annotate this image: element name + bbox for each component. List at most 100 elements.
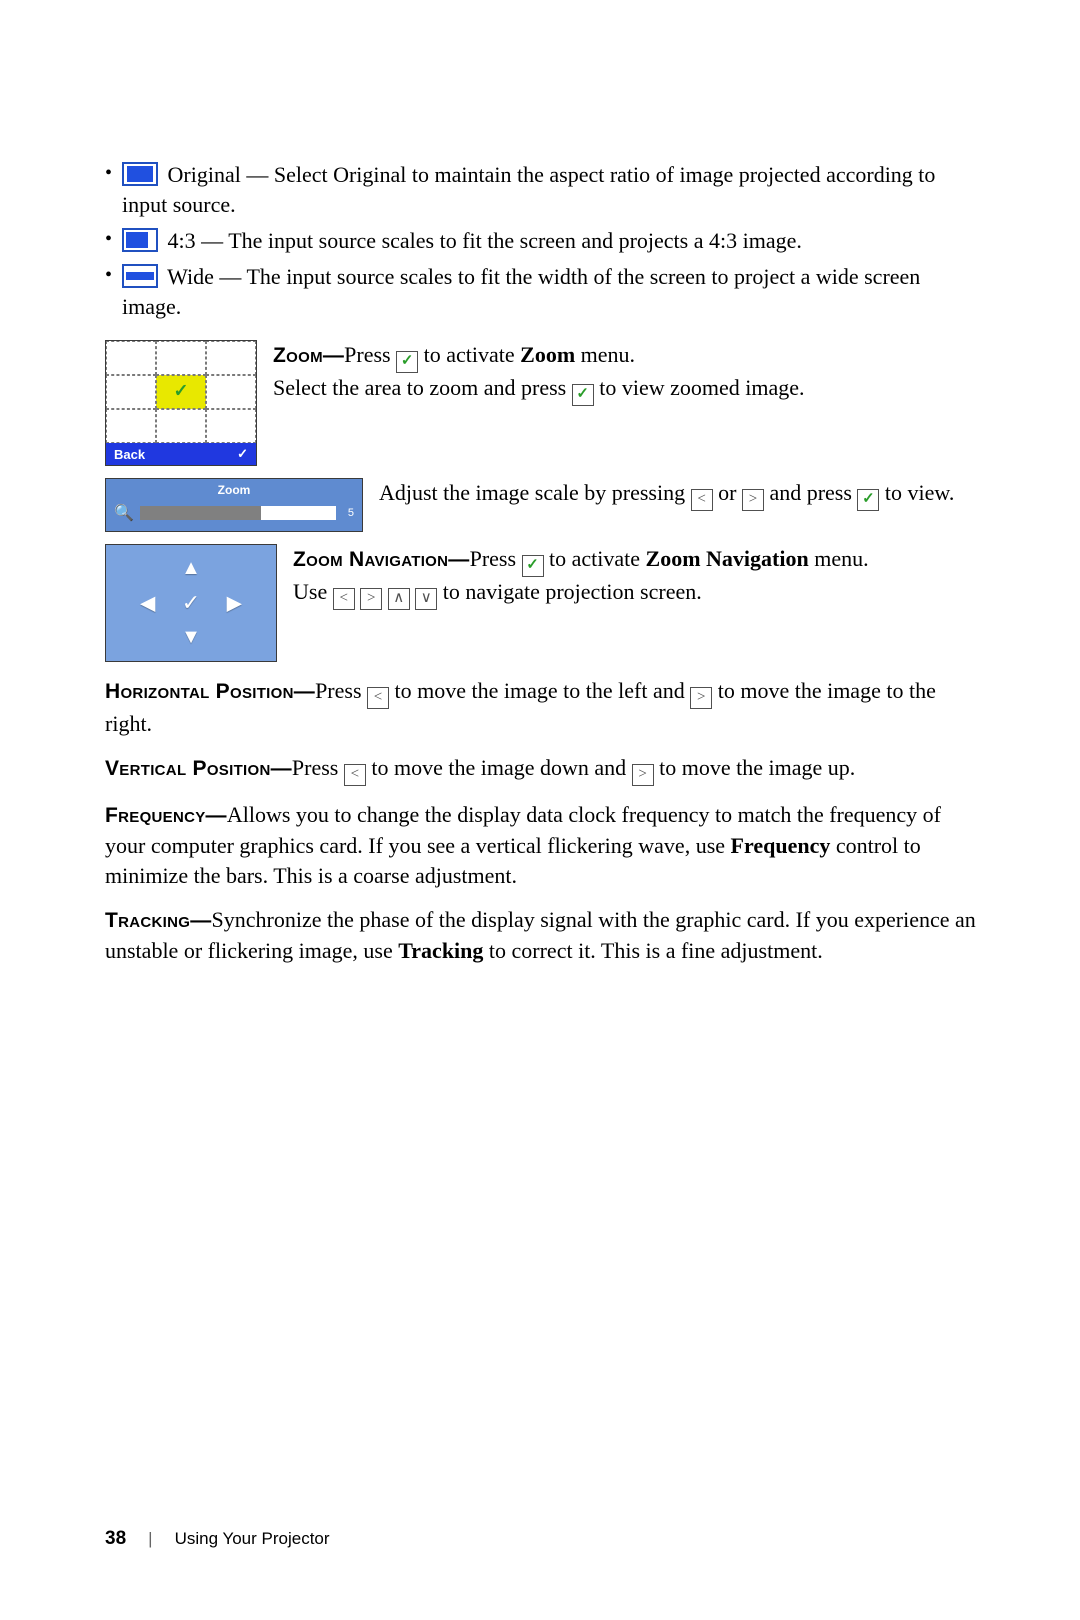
bullet-text: Original — Select Original to maintain t… (122, 162, 935, 217)
right-button-icon: > (742, 489, 764, 511)
t: to view zoomed image. (594, 375, 805, 400)
down-arrow-icon: ▼ (181, 626, 201, 649)
t: Press (315, 678, 367, 703)
left-button-icon: < (367, 687, 389, 709)
bullet-content: Wide — The input source scales to fit th… (122, 262, 980, 322)
right-button-icon: > (360, 588, 382, 610)
bullet-text: 4:3 — The input source scales to fit the… (168, 228, 802, 253)
t: menu. (809, 546, 869, 571)
zoom-section: Back ✓ Zoom—Press ✓ to activate Zoom men… (105, 340, 980, 466)
aspect-43-icon (122, 228, 158, 252)
t: to correct it. This is a fine adjustment… (483, 938, 822, 963)
t: to navigate projection screen. (437, 579, 702, 604)
zoom-grid-figure: Back ✓ (105, 340, 257, 466)
zoom-slider-fill (140, 506, 262, 520)
t: or (713, 480, 742, 505)
left-button-icon: < (344, 764, 366, 786)
zoom-nav-figure: ▲ ▼ ◀ ▶ ✓ (105, 544, 277, 662)
up-button-icon: ∧ (388, 588, 410, 610)
check-button-icon: ✓ (522, 555, 544, 577)
bullet-43: • 4:3 — The input source scales to fit t… (105, 226, 980, 256)
t: to move the image down and (366, 755, 632, 780)
t: to move the image up. (654, 755, 856, 780)
check-button-icon: ✓ (572, 384, 594, 406)
down-button-icon: ∨ (415, 588, 437, 610)
zoom-slider-value: 5 (342, 507, 354, 519)
grid-cell (156, 409, 206, 443)
check-icon: ✓ (237, 446, 248, 462)
hpos-heading: Horizontal Position— (105, 680, 315, 703)
grid-cell (206, 409, 256, 443)
check-button-icon: ✓ (857, 489, 879, 511)
t: Press (344, 342, 396, 367)
frequency-para: Frequency—Allows you to change the displ… (105, 800, 980, 891)
t: to activate (544, 546, 646, 571)
bullet-marker: • (105, 262, 112, 288)
right-button-icon: > (632, 764, 654, 786)
grid-cell (106, 341, 156, 375)
t: Tracking (398, 938, 483, 963)
zoom-nav-text: Zoom Navigation—Press ✓ to activate Zoom… (293, 544, 980, 610)
zoom-slider-section: Zoom 🔍 5 Adjust the image scale by press… (105, 478, 980, 532)
t: Use (293, 579, 333, 604)
zoom-heading: Zoom— (273, 344, 344, 367)
zoom-nav-section: ▲ ▼ ◀ ▶ ✓ Zoom Navigation—Press ✓ to act… (105, 544, 980, 662)
page-number: 38 (105, 1528, 126, 1550)
t: Adjust the image scale by pressing (379, 480, 691, 505)
zoom-grid (106, 341, 256, 443)
left-arrow-icon: ◀ (140, 591, 155, 616)
zoom-nav-heading: Zoom Navigation— (293, 548, 470, 571)
zoom-slider-row: 🔍 5 (106, 503, 362, 523)
aspect-original-icon (122, 162, 158, 186)
t: to view. (879, 480, 954, 505)
grid-cell (156, 341, 206, 375)
t: Zoom Navigation (646, 546, 809, 571)
left-button-icon: < (691, 489, 713, 511)
footer-title: Using Your Projector (175, 1529, 330, 1549)
t: to activate (418, 342, 520, 367)
t: and press (764, 480, 857, 505)
grid-cell (206, 375, 256, 409)
right-arrow-icon: ▶ (227, 591, 242, 616)
bullet-wide: • Wide — The input source scales to fit … (105, 262, 980, 322)
horizontal-position-para: Horizontal Position—Press < to move the … (105, 676, 980, 739)
t: menu. (575, 342, 635, 367)
aspect-wide-icon (122, 264, 158, 288)
bullet-content: 4:3 — The input source scales to fit the… (122, 226, 802, 256)
grid-cell-selected (156, 375, 206, 409)
t: Press (292, 755, 344, 780)
t: Select the area to zoom and press (273, 375, 572, 400)
aspect-bullet-list: • Original — Select Original to maintain… (105, 160, 980, 322)
left-button-icon: < (333, 588, 355, 610)
bullet-content: Original — Select Original to maintain t… (122, 160, 980, 220)
zoom-slider-title: Zoom (106, 483, 362, 497)
document-page: • Original — Select Original to maintain… (0, 0, 1080, 1620)
page-footer: 38 | Using Your Projector (105, 1528, 330, 1550)
bullet-marker: • (105, 226, 112, 252)
t: Zoom (520, 342, 575, 367)
vertical-position-para: Vertical Position—Press < to move the im… (105, 753, 980, 786)
magnifier-icon: 🔍 (114, 503, 134, 523)
zoom-slider-track (140, 506, 336, 520)
zoom-grid-footer: Back ✓ (106, 443, 256, 465)
grid-cell (206, 341, 256, 375)
zoom-adjust-text: Adjust the image scale by pressing < or … (379, 478, 980, 511)
vpos-heading: Vertical Position— (105, 757, 292, 780)
track-heading: Tracking— (105, 909, 212, 932)
t: to move the image to the left and (389, 678, 690, 703)
zoom-slider-figure: Zoom 🔍 5 (105, 478, 363, 532)
footer-separator: | (148, 1529, 152, 1549)
freq-heading: Frequency— (105, 804, 227, 827)
tracking-para: Tracking—Synchronize the phase of the di… (105, 905, 980, 966)
check-icon: ✓ (182, 590, 200, 616)
t: Press (470, 546, 522, 571)
back-label: Back (114, 447, 145, 462)
bullet-original: • Original — Select Original to maintain… (105, 160, 980, 220)
t: Frequency (731, 833, 831, 858)
right-button-icon: > (690, 687, 712, 709)
up-arrow-icon: ▲ (181, 557, 201, 580)
bullet-text: Wide — The input source scales to fit th… (122, 264, 920, 319)
zoom-text: Zoom—Press ✓ to activate Zoom menu. Sele… (273, 340, 980, 406)
grid-cell (106, 375, 156, 409)
bullet-marker: • (105, 160, 112, 186)
